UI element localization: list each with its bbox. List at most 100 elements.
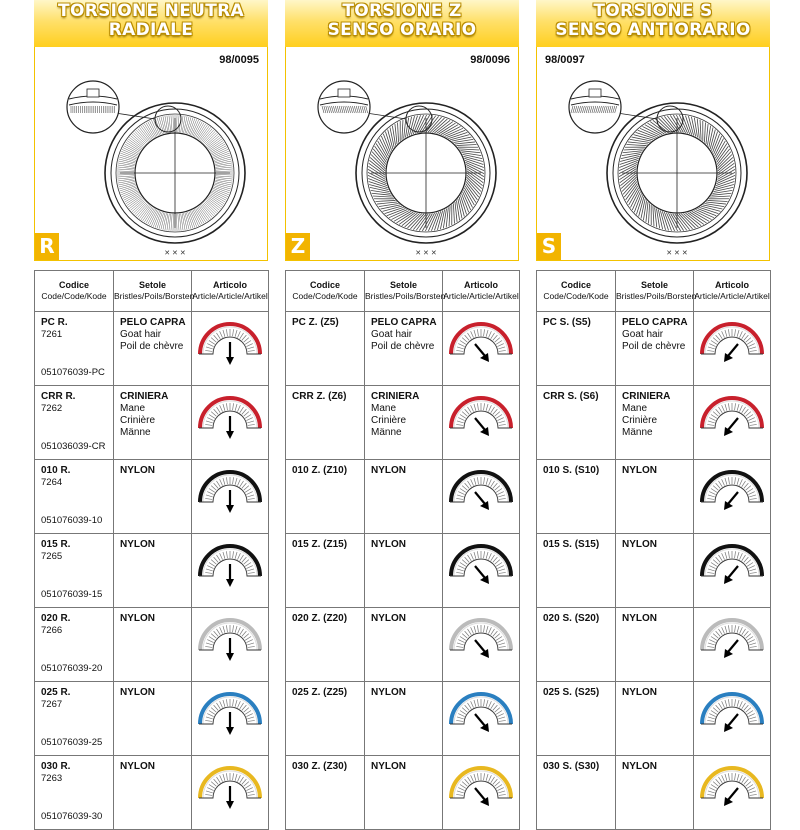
article-cell (694, 534, 771, 608)
drawing-ref: 98/0095 (219, 54, 259, 66)
header-bristles-sublabel: Bristles/Poils/Borsten (365, 291, 442, 302)
bristle-name: Mane (120, 403, 187, 415)
bristle-name: NYLON (371, 761, 438, 773)
header-code-sublabel: Code/Code/Kode (286, 291, 364, 302)
brush-profile-icon (699, 318, 765, 368)
article-cell (694, 682, 771, 756)
header-bristles-label: Setole (114, 280, 191, 291)
table-row: 025 Z. (Z25) NYLON (286, 682, 520, 756)
header-code-label: Codice (35, 280, 113, 291)
article-cell (443, 312, 520, 386)
bristle-name: NYLON (371, 687, 438, 699)
table-row: 015 Z. (Z15) NYLON (286, 534, 520, 608)
article-cell (192, 386, 269, 460)
product-number: 7262 (41, 403, 109, 415)
twist-direction-arrow (724, 492, 738, 510)
bristle-name: Männe (622, 427, 689, 439)
product-code: 030 Z. (Z30) (292, 761, 360, 773)
table-row: 025 S. (S25)NYLON (537, 682, 771, 756)
header-article-sublabel: Article/Article/Artikel (443, 291, 519, 302)
rotation-marks: ✕ ✕ ✕ (164, 250, 186, 257)
code-cell: 020 S. (S20) (537, 608, 616, 682)
twist-direction-arrow (226, 490, 234, 513)
product-number: 7265 (41, 551, 109, 563)
bristle-name: NYLON (622, 613, 689, 625)
brush-profile-icon (699, 466, 765, 516)
header-code-sublabel: Code/Code/Kode (35, 291, 113, 302)
header-bristles-sublabel: Bristles/Poils/Borsten (616, 291, 693, 302)
article-cell (694, 386, 771, 460)
title-line-1: TORSIONE S (536, 2, 770, 21)
twist-direction-arrow (724, 344, 738, 362)
article-cell (192, 608, 269, 682)
product-code: 015 Z. (Z15) (292, 539, 360, 551)
brush-profile-icon (448, 540, 514, 590)
table-row: 020 S. (S20) NYLON (537, 608, 771, 682)
bristle-name: NYLON (120, 539, 187, 551)
header-article-label: Articolo (694, 280, 770, 291)
twist-direction-arrow (475, 788, 489, 806)
table-row: 030 Z. (Z30) NYLON (286, 756, 520, 830)
detail-leader (617, 113, 657, 119)
article-cell (694, 460, 771, 534)
drawing-ref: 98/0096 (470, 54, 510, 66)
product-code: PC R. (41, 317, 109, 329)
bristle-name: NYLON (371, 613, 438, 625)
article-cell (192, 534, 269, 608)
twist-direction-arrow (226, 342, 234, 365)
bristle-cell: NYLON (114, 534, 192, 608)
product-number: 7264 (41, 477, 109, 489)
header-bristles-sublabel: Bristles/Poils/Borsten (114, 291, 191, 302)
brush-profile-icon (197, 540, 263, 590)
code-cell: 020 Z. (Z20) (286, 608, 365, 682)
code-cell: PC Z. (Z5) (286, 312, 365, 386)
bristle-cell: NYLON (114, 756, 192, 830)
code-cell: 010 S. (S10) (537, 460, 616, 534)
brush-profile-icon (197, 466, 263, 516)
table-row: 020 Z. (Z20) NYLON (286, 608, 520, 682)
bristle-name: NYLON (371, 465, 438, 477)
code-cell: 025 Z. (Z25) (286, 682, 365, 756)
twist-badge: Z (286, 233, 310, 260)
title-line-2: SENSO ANTIORARIO (536, 21, 770, 40)
bristle-cell: NYLON (365, 534, 443, 608)
code-cell: CRR Z. (Z6) (286, 386, 365, 460)
product-code: 025 R. (41, 687, 109, 699)
bristle-name: Männe (371, 427, 438, 439)
bristle-name: NYLON (622, 687, 689, 699)
product-number: 7266 (41, 625, 109, 637)
bristle-name: Goat hair (371, 329, 438, 341)
bristle-name: Goat hair (622, 329, 689, 341)
bristle-cell: NYLON (114, 682, 192, 756)
article-cell (694, 756, 771, 830)
article-cell (192, 460, 269, 534)
bristle-name: CRINIERA (622, 391, 689, 403)
brush-profile-icon (448, 762, 514, 812)
twist-direction-arrow (724, 714, 738, 732)
brush-profile-icon (699, 392, 765, 442)
product-code: 020 S. (S20) (543, 613, 611, 625)
